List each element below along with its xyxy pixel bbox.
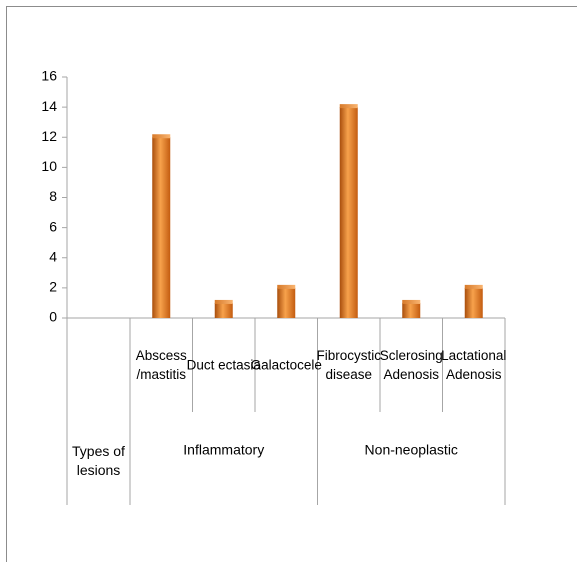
y-tick-label: 10 bbox=[41, 158, 57, 174]
category-label: /mastitis bbox=[136, 367, 186, 382]
y-tick-label: 4 bbox=[49, 248, 57, 264]
category-label: Abscess bbox=[136, 348, 187, 363]
category-label: Sclerosing bbox=[380, 348, 443, 363]
category-label: disease bbox=[325, 367, 372, 382]
bar bbox=[152, 137, 171, 318]
bars-group bbox=[152, 104, 483, 318]
y-tick-label: 2 bbox=[49, 279, 57, 295]
y-tick-label: 0 bbox=[49, 309, 57, 325]
category-label: Adenosis bbox=[383, 367, 439, 382]
bar bbox=[464, 287, 483, 318]
y-tick-label: 6 bbox=[49, 218, 57, 234]
bar-top-cap bbox=[277, 284, 296, 289]
y-tick-label: 8 bbox=[49, 188, 57, 204]
y-tick-label: 16 bbox=[41, 68, 57, 84]
bar-top-cap bbox=[339, 104, 358, 109]
bar-top-cap bbox=[464, 284, 483, 289]
group-label: Non-neoplastic bbox=[365, 442, 458, 458]
bar bbox=[339, 107, 358, 318]
bar bbox=[214, 302, 233, 318]
chart-frame bbox=[6, 6, 577, 562]
y-tick-label: 12 bbox=[41, 128, 57, 144]
category-label: Adenosis bbox=[446, 367, 502, 382]
bar bbox=[402, 302, 421, 318]
bar-top-cap bbox=[214, 299, 233, 304]
bar-top-cap bbox=[152, 134, 171, 139]
category-label: Lactational bbox=[441, 348, 506, 363]
corner-label: lesions bbox=[77, 462, 121, 478]
bar bbox=[277, 287, 296, 318]
corner-label: Types of bbox=[72, 443, 125, 459]
y-tick-label: 14 bbox=[41, 98, 57, 114]
category-label: Fibrocystic bbox=[316, 348, 381, 363]
category-label: Galactocele bbox=[251, 358, 322, 373]
group-label: Inflammatory bbox=[183, 442, 264, 458]
bar-top-cap bbox=[402, 299, 421, 304]
category-label: Duct ectasia bbox=[187, 358, 262, 373]
